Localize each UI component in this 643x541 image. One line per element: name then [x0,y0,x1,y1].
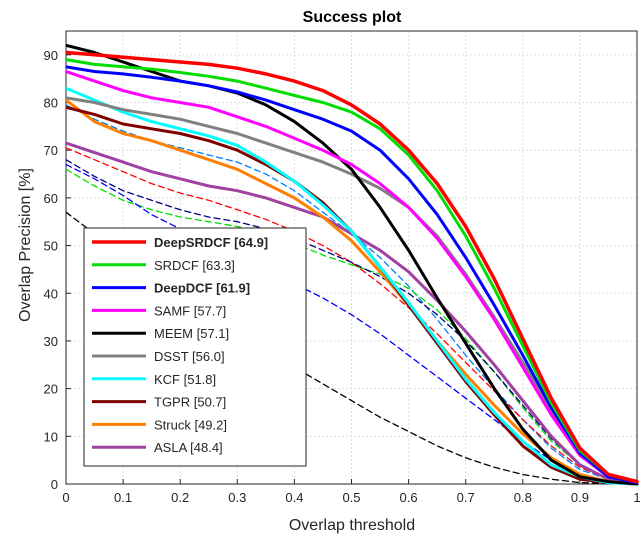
y-tick-label: 0 [51,477,58,492]
legend-label: DeepSRDCF [64.9] [154,235,268,250]
x-tick-label: 0.3 [228,490,246,505]
x-tick-label: 0.8 [514,490,532,505]
y-tick-label: 90 [44,48,58,63]
x-tick-label: 0.4 [285,490,303,505]
legend: DeepSRDCF [64.9] SRDCF [63.3] DeepDCF [61.… [83,227,307,467]
y-tick-label: 60 [44,191,58,206]
legend-label: SRDCF [63.3] [154,258,235,273]
dashed-series-line [66,211,638,485]
series-line-asla [66,141,639,485]
chart-title: Success plot [303,9,402,26]
legend-box [83,227,307,467]
plot-frame [65,30,638,485]
series-line-dsst [66,96,639,484]
dashed-series-line [66,163,638,485]
legend-label: Struck [49.2] [154,417,227,432]
y-tick-label: 40 [44,286,58,301]
series-line-deepdcf [66,65,639,485]
x-tick-label: 1 [633,490,640,505]
plot-area [66,43,639,486]
legend-label: TGPR [50.7] [154,395,226,410]
y-tick-label: 10 [44,429,58,444]
y-tick-label: 30 [44,334,58,349]
legend-label: MEEM [57.1] [154,326,229,341]
x-tick-label: 0.2 [171,490,189,505]
y-tick-label: 20 [44,382,58,397]
x-tick-label: 0.7 [457,490,475,505]
legend-label: SAMF [57.7] [154,303,226,318]
dashed-series-line [66,147,638,484]
axes [65,30,638,485]
series-line-kcf [66,86,639,486]
legend-label: DeepDCF [61.9] [154,281,250,296]
series-line-samf [66,70,639,485]
y-axis-title: Overlap Precision [%] [17,168,34,322]
series-line-srdcf [66,58,639,484]
x-tick-label: 0 [62,490,69,505]
y-tick-label: 70 [44,143,58,158]
x-tick-label: 0.6 [400,490,418,505]
legend-label: DSST [56.0] [154,349,225,364]
legend-label: ASLA [48.4] [154,440,223,455]
dashed-series-line [66,168,638,484]
dashed-series-line [66,159,638,484]
y-tick-label: 80 [44,96,58,111]
series-line-meem [66,43,639,486]
legend-label: KCF [51.8] [154,372,216,387]
y-tick-label: 50 [44,239,58,254]
x-tick-label: 0.9 [571,490,589,505]
tick-labels: 0 0.1 0.2 0.3 0.4 0.5 0.6 0.7 0.8 0.9 101020304050… [44,48,641,505]
x-tick-label: 0.5 [342,490,360,505]
series-line-deepsrdcf [66,50,639,484]
x-axis-title: Overlap threshold [289,517,415,534]
x-tick-label: 0.1 [114,490,132,505]
